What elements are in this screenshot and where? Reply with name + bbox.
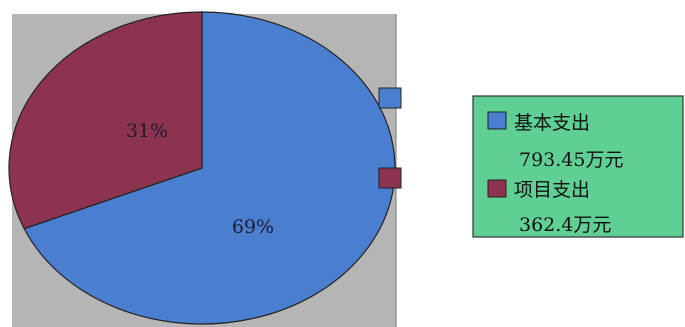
- legend-value-project-expenditure: 362.4万元: [519, 214, 611, 236]
- legend-swatch-basic-expenditure: [487, 111, 507, 130]
- legend-value-basic-expenditure: 793.45万元: [519, 149, 623, 171]
- legend-box: [472, 95, 684, 238]
- pie-slice-basic-expenditure: [23, 11, 396, 325]
- slice-label-basic-expenditure: 69%: [232, 216, 274, 238]
- series-marker-basic-expenditure: [378, 87, 402, 109]
- legend-label-project-expenditure: 项目支出: [514, 179, 590, 201]
- slice-label-project-expenditure: 31%: [126, 120, 168, 142]
- legend: 基本支出 793.45万元 项目支出 362.4万元: [472, 95, 684, 238]
- pie-slice-project-expenditure: [8, 11, 203, 230]
- series-marker-project-expenditure: [378, 167, 402, 189]
- legend-swatch-project-expenditure: [487, 179, 507, 198]
- legend-label-basic-expenditure: 基本支出: [514, 112, 590, 134]
